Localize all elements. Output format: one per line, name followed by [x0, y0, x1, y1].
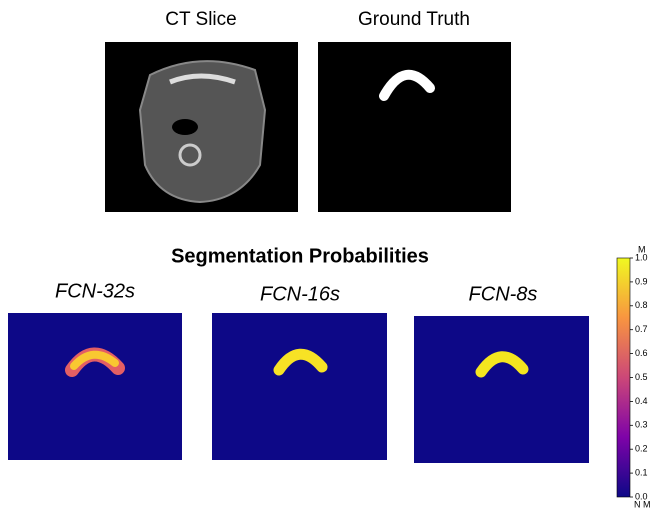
colorbar-tick-label: 0.4 — [635, 396, 648, 406]
colorbar — [617, 258, 630, 497]
ct-image — [105, 42, 298, 212]
colorbar-tick-label: 0.3 — [635, 420, 648, 430]
colorbar-tick-label: 0.7 — [635, 324, 648, 334]
colorbar-tick-label: 0.9 — [635, 276, 648, 286]
prob-image — [212, 313, 387, 460]
section-title: Segmentation Probabilities — [171, 245, 429, 267]
prob-image — [414, 316, 589, 463]
colorbar-tick-label: 0.8 — [635, 300, 648, 310]
colorbar-tick-label: 0.0 — [635, 491, 648, 501]
panel-title: CT Slice — [165, 9, 236, 30]
figure: CT Slice Ground Truth Segmentation Proba… — [0, 0, 654, 515]
model-title: FCN-16s — [260, 283, 340, 305]
colorbar-tick-label: 0.1 — [635, 467, 648, 477]
model-title: FCN-8s — [469, 283, 538, 305]
colorbar-tick-label: 0.6 — [635, 348, 648, 358]
colorbar-tick-label: 1.0 — [635, 252, 648, 262]
prob-image — [8, 313, 182, 460]
model-title: FCN-32s — [55, 280, 135, 302]
colorbar-tick-label: 0.5 — [635, 372, 648, 382]
panel-title: Ground Truth — [358, 9, 470, 30]
colorbar-tick-label: 0.2 — [635, 444, 648, 454]
ground-truth-image — [318, 42, 511, 212]
